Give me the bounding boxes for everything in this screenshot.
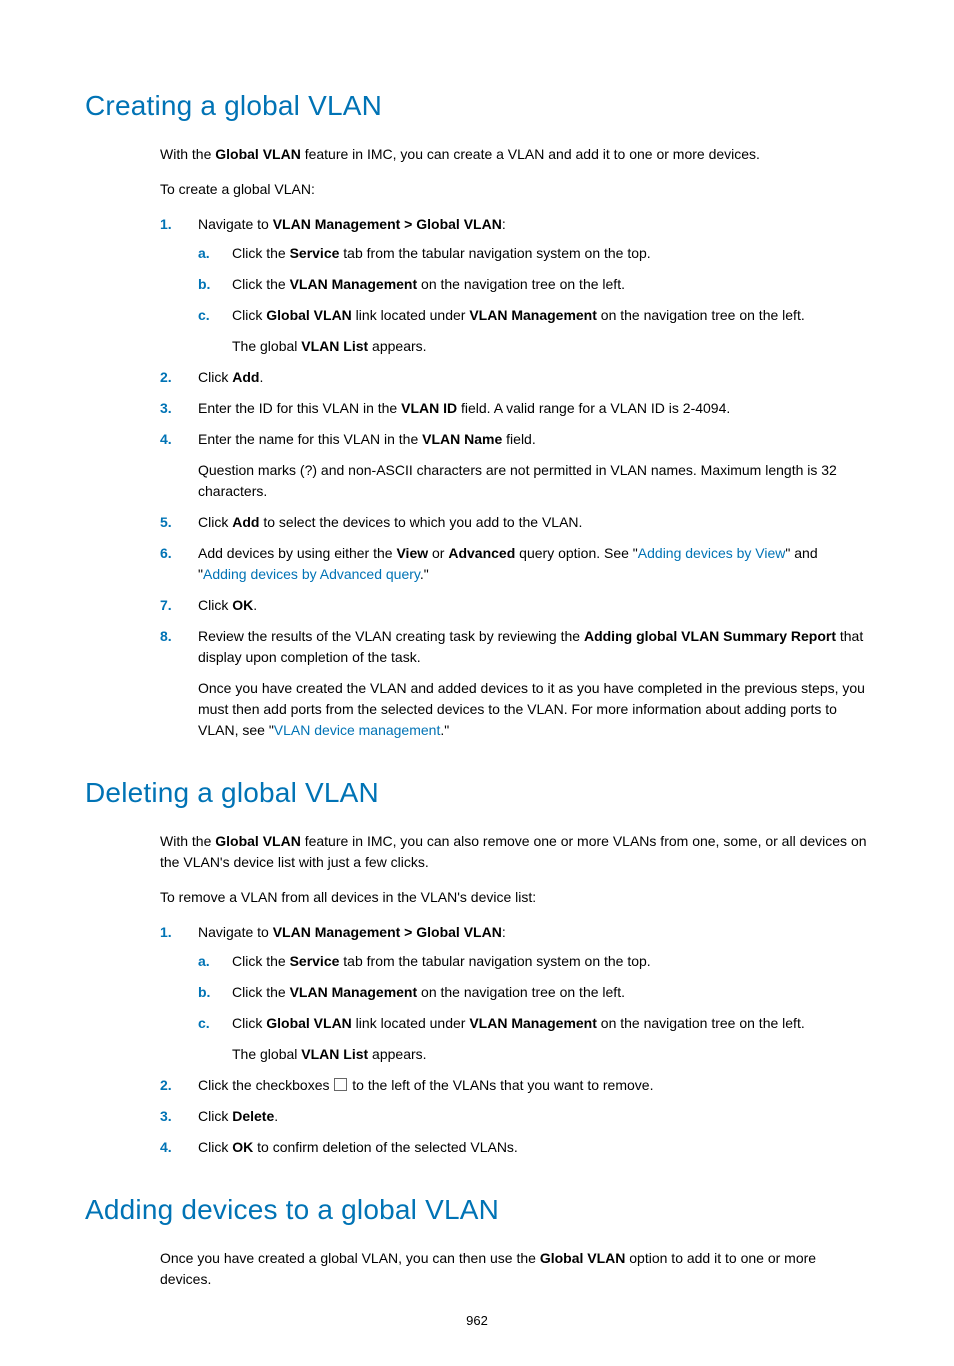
substep-marker: c. [198,305,210,326]
step-after-text: Once you have created the VLAN and added… [198,678,869,741]
step-marker: 4. [160,1137,188,1158]
step-text: Enter the ID for this VLAN in the VLAN I… [198,400,730,416]
step-marker: 7. [160,595,188,616]
substep-marker: a. [198,951,210,972]
intro-text: Once you have created a global VLAN, you… [160,1248,869,1290]
section-adding-devices: Adding devices to a global VLAN Once you … [85,1194,869,1290]
substep-item: b. Click the VLAN Management on the navig… [198,274,869,295]
step-text: Click Add. [198,369,263,385]
substep-marker: b. [198,982,210,1003]
step-list: 1. Navigate to VLAN Management > Global V… [160,214,869,741]
intro-text: With the Global VLAN feature in IMC, you… [160,144,869,165]
substep-item: c. Click Global VLAN link located under V… [198,1013,869,1065]
step-item: 8. Review the results of the VLAN creatin… [160,626,869,741]
body-deleting: With the Global VLAN feature in IMC, you… [160,831,869,1158]
lead-text: To remove a VLAN from all devices in the… [160,887,869,908]
step-marker: 2. [160,1075,188,1096]
substep-item: b. Click the VLAN Management on the navig… [198,982,869,1003]
step-item: 5. Click Add to select the devices to whi… [160,512,869,533]
link-adding-devices-by-view[interactable]: Adding devices by View [638,545,786,561]
step-item: 1. Navigate to VLAN Management > Global V… [160,922,869,1065]
step-text: Navigate to VLAN Management > Global VLA… [198,924,506,940]
substep-item: c. Click Global VLAN link located under V… [198,305,869,357]
step-item: 7. Click OK. [160,595,869,616]
intro-text: With the Global VLAN feature in IMC, you… [160,831,869,873]
substep-item: a. Click the Service tab from the tabular… [198,951,869,972]
section-creating: Creating a global VLAN With the Global VL… [85,90,869,741]
step-item: 4. Enter the name for this VLAN in the VL… [160,429,869,502]
step-marker: 3. [160,398,188,419]
step-marker: 2. [160,367,188,388]
step-item: 2. Click Add. [160,367,869,388]
step-text: Click the checkboxes to the left of the … [198,1077,653,1093]
step-text: Click OK. [198,597,257,613]
step-text: Navigate to VLAN Management > Global VLA… [198,216,506,232]
step-text: Review the results of the VLAN creating … [198,628,863,665]
step-marker: 5. [160,512,188,533]
step-item: 2. Click the checkboxes to the left of th… [160,1075,869,1096]
checkbox-icon [334,1078,347,1091]
step-item: 6. Add devices by using either the View o… [160,543,869,585]
step-list: 1. Navigate to VLAN Management > Global V… [160,922,869,1158]
section-deleting: Deleting a global VLAN With the Global VL… [85,777,869,1158]
substep-text: Click Global VLAN link located under VLA… [232,307,805,323]
step-item: 4. Click OK to confirm deletion of the se… [160,1137,869,1158]
substep-marker: c. [198,1013,210,1034]
heading-deleting: Deleting a global VLAN [85,777,869,809]
step-marker: 1. [160,922,188,943]
substep-text: Click Global VLAN link located under VLA… [232,1015,805,1031]
step-marker: 4. [160,429,188,450]
step-text: Enter the name for this VLAN in the VLAN… [198,431,536,447]
substep-text: Click the Service tab from the tabular n… [232,953,651,969]
substep-text: Click the VLAN Management on the navigat… [232,276,625,292]
step-text: Click OK to confirm deletion of the sele… [198,1139,518,1155]
step-item: 3. Click Delete. [160,1106,869,1127]
heading-creating: Creating a global VLAN [85,90,869,122]
link-vlan-device-management[interactable]: VLAN device management [274,722,441,738]
step-item: 3. Enter the ID for this VLAN in the VLAN… [160,398,869,419]
heading-adding-devices: Adding devices to a global VLAN [85,1194,869,1226]
body-adding-devices: Once you have created a global VLAN, you… [160,1248,869,1290]
link-adding-devices-by-advanced-query[interactable]: Adding devices by Advanced query [203,566,420,582]
substep-list: a. Click the Service tab from the tabular… [198,951,869,1065]
step-item: 1. Navigate to VLAN Management > Global V… [160,214,869,357]
step-marker: 3. [160,1106,188,1127]
document-page: Creating a global VLAN With the Global VL… [0,0,954,1366]
substep-list: a. Click the Service tab from the tabular… [198,243,869,357]
substep-text: Click the VLAN Management on the navigat… [232,984,625,1000]
substep-marker: a. [198,243,210,264]
substep-text: Click the Service tab from the tabular n… [232,245,651,261]
step-marker: 1. [160,214,188,235]
substep-item: a. Click the Service tab from the tabular… [198,243,869,264]
step-text: Click Delete. [198,1108,278,1124]
step-text: Click Add to select the devices to which… [198,514,582,530]
step-marker: 6. [160,543,188,564]
step-marker: 8. [160,626,188,647]
lead-text: To create a global VLAN: [160,179,869,200]
page-number: 962 [0,1313,954,1328]
step-text: Add devices by using either the View or … [198,545,818,582]
body-creating: With the Global VLAN feature in IMC, you… [160,144,869,741]
step-after-text: Question marks (?) and non-ASCII charact… [198,460,869,502]
substep-after-text: The global VLAN List appears. [232,336,869,357]
substep-marker: b. [198,274,210,295]
substep-after-text: The global VLAN List appears. [232,1044,869,1065]
